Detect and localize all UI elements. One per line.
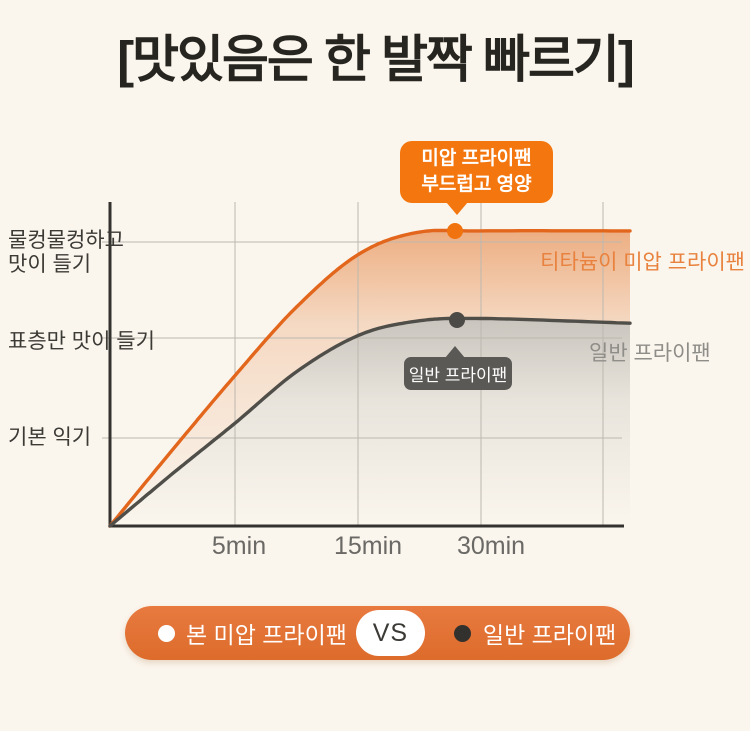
y-axis-label-middle: 표층만 맛이 들기 [8, 330, 155, 353]
y-axis-label-top: 물컹물컹하고 맛이 들기 [8, 229, 124, 276]
regular-callout-badge: 일반 프라이팬 [404, 346, 512, 390]
titanium-callout-line2: 부드럽고 영양 [421, 174, 532, 195]
titanium-fill-area [110, 230, 630, 526]
legend-marker-regular-icon [453, 624, 471, 642]
x-axis-tick-30min: 30min [456, 532, 526, 560]
page-title: [맛있음은 한 발짝 빠르기] [117, 31, 635, 88]
titanium-curve [108, 228, 632, 528]
legend-bar: 본 미압 프라이팬 VS 일반 프라이팬 [125, 606, 630, 660]
titanium-series-label: 티타늄이 미압 프라이팬 [540, 251, 745, 274]
legend-marker-titanium-icon [158, 624, 175, 642]
y-axis-label-bottom: 기본 익기 [8, 426, 92, 449]
regular-curve [108, 316, 632, 528]
x-axis-tick-5min: 5min [211, 532, 267, 560]
titanium-callout-line1: 미압 프라이팬 [421, 148, 532, 169]
vs-badge: VS [355, 610, 425, 656]
titanium-point-marker [447, 223, 463, 239]
legend-item-regular-label: 일반 프라이팬 [482, 622, 617, 648]
regular-series-label: 일반 프라이팬 [589, 342, 711, 365]
legend-item-titanium-label: 본 미압 프라이팬 [186, 622, 347, 648]
regular-point-marker [449, 312, 465, 328]
regular-fill-area [110, 318, 630, 526]
x-axis-tick-15min: 15min [333, 532, 403, 560]
titanium-callout-badge: 미압 프라이팬 부드럽고 영양 [400, 141, 553, 215]
